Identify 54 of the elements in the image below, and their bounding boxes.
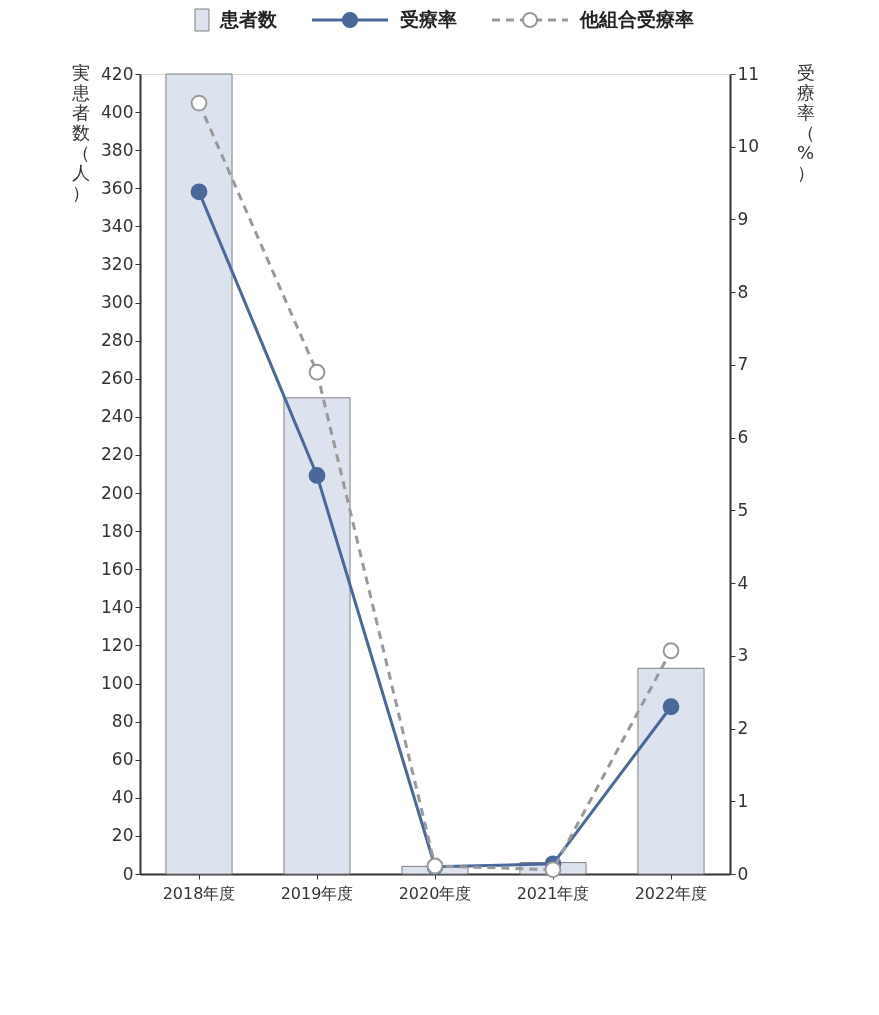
x-tick-label: 2022年度 [634, 883, 708, 903]
y-tick-label: 60 [111, 749, 134, 770]
point [190, 183, 208, 201]
y2-tick-label: 4 [737, 572, 749, 593]
legend-label: 患者数 [219, 8, 278, 30]
y-tick-label: 320 [101, 253, 134, 274]
x-tick-label: 2021年度 [516, 883, 590, 903]
legend-label: 他組合受療率 [579, 8, 694, 30]
x-tick-label: 2019年度 [280, 883, 354, 903]
y-tick-label: 80 [111, 711, 134, 732]
y2-tick-label: 11 [737, 63, 760, 84]
y-tick-label: 400 [101, 101, 134, 122]
y-tick-label: 300 [101, 292, 134, 313]
y2-tick-label: 8 [737, 281, 749, 302]
point [190, 94, 208, 112]
point [544, 861, 562, 879]
y-tick-label: 360 [101, 177, 134, 198]
y2-tick-label: 5 [737, 499, 749, 520]
y-tick-label: 160 [101, 558, 134, 579]
y2-tick-label: 1 [737, 790, 749, 811]
y2-axis-title: 受療率（%） [796, 61, 815, 183]
y-tick-label: 40 [111, 787, 134, 808]
y-tick-label: 420 [101, 63, 134, 84]
y-tick-label: 240 [101, 406, 134, 427]
legend-label: 受療率 [400, 8, 457, 30]
x-tick-label: 2020年度 [398, 883, 472, 903]
y-tick-label: 120 [101, 634, 134, 655]
y-tick-label: 180 [101, 520, 134, 541]
point [662, 698, 680, 716]
y-tick-label: 200 [101, 482, 134, 503]
y-tick-label: 20 [111, 825, 134, 846]
y-tick-label: 140 [101, 596, 134, 617]
y2-tick-label: 2 [737, 718, 749, 739]
y2-tick-label: 10 [737, 136, 760, 157]
y2-tick-label: 9 [737, 208, 749, 229]
y-tick-label: 340 [101, 215, 134, 236]
y2-tick-label: 3 [737, 645, 749, 666]
y-tick-label: 380 [101, 139, 134, 160]
y-tick-label: 220 [101, 444, 134, 465]
y2-tick-label: 6 [737, 427, 749, 448]
point [308, 467, 326, 484]
y-tick-label: 100 [101, 673, 134, 694]
y2-tick-label: 7 [737, 354, 749, 375]
point [662, 642, 680, 660]
x-tick-label: 2018年度 [162, 883, 236, 903]
y2-tick-label: 0 [737, 863, 749, 884]
point [308, 363, 326, 381]
bar [165, 73, 233, 875]
bar [637, 667, 705, 875]
y-axis-title: 実患者数（人） [70, 61, 90, 203]
bar [283, 397, 351, 875]
y-tick-label: 260 [101, 368, 134, 389]
y-tick-label: 280 [101, 330, 134, 351]
y-tick-label: 0 [122, 863, 134, 884]
